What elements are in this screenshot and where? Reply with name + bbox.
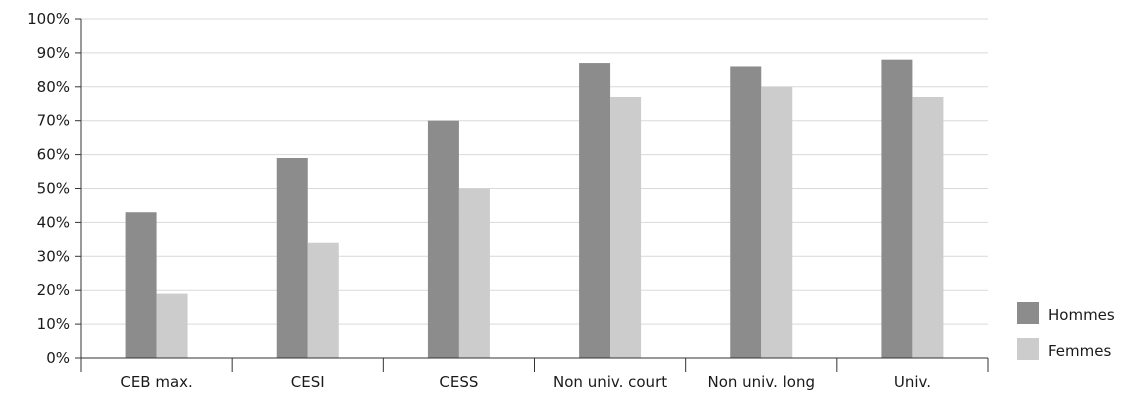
y-tick-label: 50%	[37, 180, 70, 198]
bar-hommes-2	[276, 157, 308, 358]
x-tick-label: CESI	[291, 373, 325, 391]
y-tick-label: 90%	[37, 44, 70, 62]
y-tick-label: 60%	[37, 146, 70, 164]
y-axis-ticks: 0% 10% 20% 30% 40% 50% 60% 70% 80% 90% 100%	[27, 10, 81, 367]
legend-label-hommes: Hommes	[1048, 306, 1115, 324]
bar-hommes-5	[730, 66, 762, 359]
y-tick-label: 0%	[46, 349, 70, 367]
bar-femmes-1	[156, 293, 188, 358]
y-tick-label: 40%	[37, 213, 70, 231]
bar-hommes-6	[881, 59, 913, 359]
bar-hommes-4	[579, 63, 611, 358]
y-tick-label: 100%	[27, 10, 70, 28]
bar-femmes-6	[912, 96, 944, 358]
gridlines	[81, 18, 988, 325]
bar-femmes-4	[610, 96, 642, 358]
y-tick-label: 80%	[37, 78, 70, 96]
y-tick-label: 10%	[37, 315, 70, 333]
bar-hommes-1	[125, 212, 157, 358]
x-tick-label: CEB max.	[120, 373, 192, 391]
x-axis-ticks: CEB max. CESI CESS Non univ. court Non univ.…	[80, 358, 989, 391]
x-tick-label: CESS	[439, 373, 478, 391]
bar-hommes-3	[427, 120, 459, 358]
bar-femmes-5	[761, 86, 793, 359]
bar-femmes-3	[458, 188, 490, 358]
x-tick-label: Non univ. long	[708, 373, 815, 391]
y-tick-label: 30%	[37, 247, 70, 265]
x-tick-label: Non univ. court	[553, 373, 667, 391]
bar-femmes-2	[307, 242, 339, 358]
legend: Hommes Femmes	[1017, 302, 1115, 360]
legend-swatch-femmes	[1017, 338, 1039, 360]
y-tick-label: 70%	[37, 112, 70, 130]
legend-label-femmes: Femmes	[1048, 342, 1111, 360]
legend-swatch-hommes	[1017, 302, 1039, 324]
bars	[125, 59, 944, 359]
y-tick-label: 20%	[37, 281, 70, 299]
x-tick-label: Univ.	[894, 373, 931, 391]
